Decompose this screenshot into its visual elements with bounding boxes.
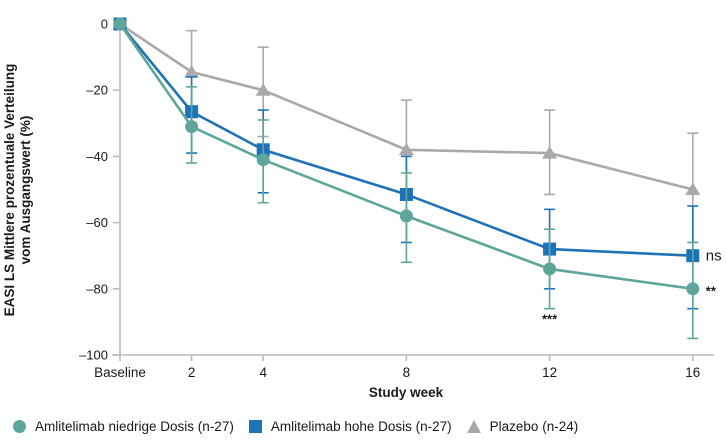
- legend-item-plazebo: Plazebo (n-24): [466, 418, 579, 434]
- y-tick-label: 0: [101, 17, 108, 32]
- triangle-marker: [398, 142, 414, 156]
- triangle-marker-icon: [466, 419, 481, 433]
- series-square: [113, 17, 700, 310]
- x-tick-label: 2: [188, 365, 196, 380]
- y-tick-label: –60: [86, 215, 108, 230]
- y-tick-label: –100: [79, 348, 108, 363]
- chart-legend: Amlitelimab niedrige Dosis (n-27) Amlite…: [13, 407, 578, 445]
- circle-marker: [399, 209, 413, 223]
- triangle-marker: [685, 182, 701, 195]
- circle-marker: [543, 262, 557, 276]
- triangle-marker: [542, 146, 558, 159]
- x-axis-title: Study week: [369, 385, 444, 400]
- axes: [112, 20, 714, 361]
- x-tick-label: 12: [542, 365, 557, 380]
- legend-item-amlitelimab-hohe-dosis: Amlitelimab hohe Dosis (n-27): [248, 418, 452, 434]
- series-line: [118, 23, 693, 257]
- y-tick-label: –20: [86, 83, 108, 98]
- y-axis-title: EASI LS Mittlere prozentuale Verteilungv…: [2, 64, 33, 317]
- x-tick-label: Baseline: [94, 365, 146, 380]
- circle-marker-icon: [13, 419, 26, 433]
- stat-annotation: ns: [706, 248, 722, 265]
- series-circle: [113, 17, 700, 340]
- legend-item-amlitelimab-niedrige-dosis: Amlitelimab niedrige Dosis (n-27): [13, 419, 234, 434]
- x-tick-label: 8: [403, 365, 411, 380]
- circle-marker: [113, 17, 127, 31]
- legend-label-plazebo: Plazebo (n-24): [489, 418, 579, 434]
- axis-labels: 0 –20 –40 –60 –80 –100 Baseline 2 4 8 12 16 Study we…: [2, 17, 700, 401]
- legend-label-niedrige-dosis: Amlitelimab niedrige Dosis (n-27): [35, 418, 234, 434]
- circle-marker: [185, 120, 199, 134]
- stat-annotation: ***: [542, 312, 558, 327]
- series-line: [119, 22, 694, 191]
- x-tick-label: 16: [685, 365, 700, 380]
- square-marker-icon: [248, 419, 262, 433]
- x-tick-label: 4: [259, 365, 267, 380]
- y-tick-label: –40: [86, 149, 108, 164]
- stat-annotation: **: [706, 283, 717, 298]
- y-tick-label: –80: [86, 281, 108, 296]
- triangle-marker: [184, 64, 200, 78]
- triangle-marker: [255, 83, 271, 96]
- legend-label-hohe-dosis: Amlitelimab hohe Dosis (n-27): [270, 418, 452, 434]
- easi-chart-svg: 0 –20 –40 –60 –80 –100 Baseline 2 4 8 12 16 Study we…: [2, 17, 722, 401]
- series-line: [118, 23, 693, 291]
- circle-marker: [256, 153, 270, 167]
- circle-marker: [686, 282, 700, 296]
